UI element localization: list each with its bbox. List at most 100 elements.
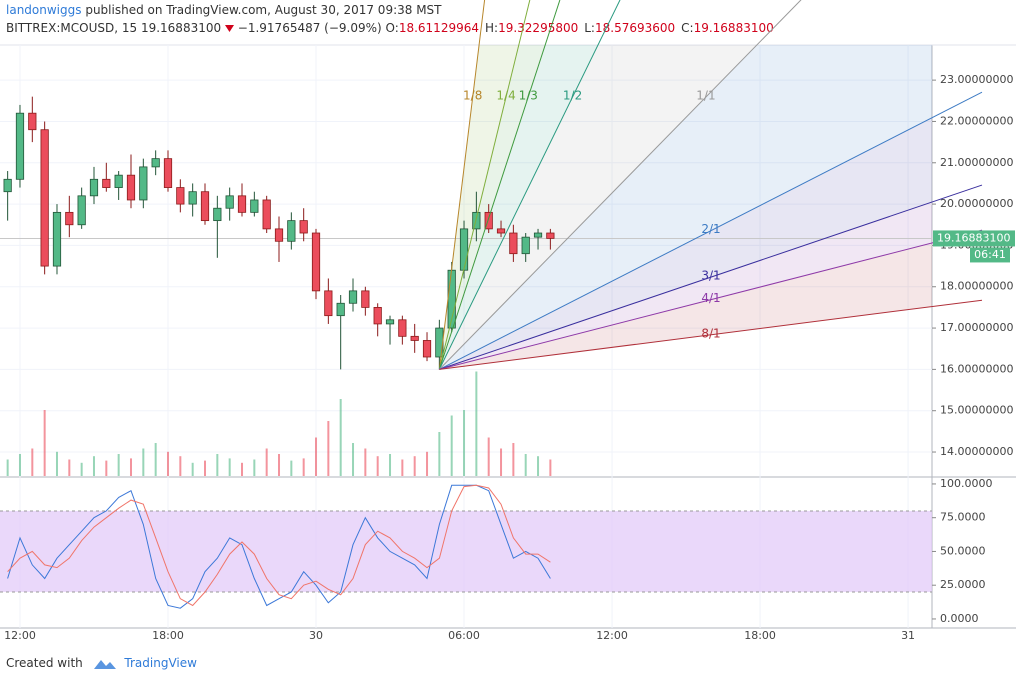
candle-body bbox=[225, 195, 234, 209]
last-price: 19.16883100 bbox=[140, 21, 222, 35]
volume-bar bbox=[191, 462, 194, 476]
fan-line bbox=[438, 0, 531, 370]
volume-bar bbox=[438, 432, 441, 476]
volume-bar bbox=[216, 454, 219, 476]
volume-bar bbox=[253, 459, 256, 476]
change: −1.91765487 (−9.09%) bbox=[237, 21, 382, 35]
y-tick-label: 17.00000000 bbox=[940, 321, 1013, 334]
candle-body bbox=[151, 158, 160, 168]
volume-bar bbox=[450, 415, 453, 476]
volume-bar bbox=[154, 443, 157, 476]
symbol-line: BITTREX:MCOUSD, 15 19.16883100 −1.917654… bbox=[6, 21, 780, 35]
volume-bar bbox=[413, 456, 416, 476]
candle-body bbox=[3, 178, 12, 193]
candle-body bbox=[484, 211, 493, 230]
candle-body bbox=[496, 228, 506, 234]
candle-body bbox=[410, 335, 419, 341]
x-tick-label: 30 bbox=[309, 629, 323, 642]
candle-body bbox=[163, 158, 173, 188]
fan-line bbox=[439, 229, 983, 370]
volume-bar bbox=[352, 443, 355, 476]
candle-body bbox=[102, 178, 111, 188]
price-pane bbox=[0, 45, 932, 476]
volume-bar bbox=[524, 454, 527, 476]
fan-line bbox=[439, 91, 983, 370]
publish-line: landonwiggs published on TradingView.com… bbox=[6, 3, 442, 17]
y-tick-label: 14.00000000 bbox=[940, 445, 1013, 458]
volume-bar bbox=[105, 460, 108, 476]
candle-body bbox=[398, 319, 407, 337]
fan-zone bbox=[439, 45, 757, 370]
volume-bar bbox=[487, 437, 490, 476]
footer-brand[interactable]: TradingView bbox=[124, 656, 197, 670]
volume-bar bbox=[166, 451, 169, 476]
fan-label: 1/1 bbox=[696, 89, 715, 103]
fan-label: 3/1 bbox=[701, 269, 720, 283]
volume-bar bbox=[376, 456, 379, 476]
volume-bar bbox=[315, 437, 318, 476]
down-arrow bbox=[224, 25, 234, 32]
y-tick-label: 75.0000 bbox=[940, 511, 986, 524]
volume-bar bbox=[549, 459, 552, 476]
y-tick-label: 15.00000000 bbox=[940, 404, 1013, 417]
candle-body bbox=[435, 327, 444, 358]
y-tick-label: 18.00000000 bbox=[940, 280, 1013, 293]
volume-bar bbox=[401, 459, 404, 476]
candle-body bbox=[373, 307, 382, 325]
volume-bar bbox=[364, 448, 367, 476]
symbol: BITTREX:MCOUSD, 15 bbox=[6, 21, 138, 35]
price-badge-label: 19.16883100 bbox=[937, 231, 1010, 244]
x-tick-label: 12:00 bbox=[4, 629, 36, 642]
volume-bar bbox=[278, 454, 281, 476]
logo bbox=[93, 659, 116, 669]
candle-body bbox=[311, 232, 321, 292]
x-tick-label: 18:00 bbox=[152, 629, 184, 642]
footer: Created with TradingView bbox=[6, 656, 197, 671]
volume-bar bbox=[68, 459, 71, 476]
candle-body bbox=[188, 191, 197, 205]
candle-body bbox=[77, 195, 86, 226]
fan-label: 2/1 bbox=[701, 222, 720, 236]
y-tick-label: 20.00000000 bbox=[940, 197, 1013, 210]
username[interactable]: landonwiggs bbox=[6, 3, 82, 17]
volume-bar bbox=[389, 454, 392, 476]
fan-label: 1/4 bbox=[496, 89, 515, 103]
volume-bar bbox=[475, 371, 478, 476]
candle-body bbox=[250, 199, 259, 213]
volume-bar bbox=[129, 458, 132, 476]
ohlc-key: O: bbox=[385, 21, 399, 35]
ohlc-value: 18.61129964 bbox=[398, 21, 479, 35]
volume-bar bbox=[43, 410, 46, 476]
volume-bar bbox=[117, 454, 120, 476]
candle-body bbox=[28, 112, 37, 131]
y-tick-label: 23.00000000 bbox=[940, 73, 1013, 86]
candle-body bbox=[348, 290, 358, 304]
candle-body bbox=[533, 232, 543, 238]
fan-zone bbox=[439, 45, 932, 370]
ohlc-key: H: bbox=[485, 21, 499, 35]
fan-label: 8/1 bbox=[701, 326, 720, 340]
candle-body bbox=[89, 178, 99, 197]
published-text: published on TradingView.com, August 30,… bbox=[85, 3, 442, 17]
candle-body bbox=[521, 236, 530, 255]
countdown-label: 06:41 bbox=[974, 248, 1006, 261]
y-tick-label: 50.0000 bbox=[940, 544, 986, 557]
candle-body bbox=[422, 340, 432, 358]
ohlc-value: 19.32295800 bbox=[498, 21, 579, 35]
fan-label: 4/1 bbox=[701, 291, 720, 305]
candle-body bbox=[176, 187, 185, 205]
candle-body bbox=[126, 174, 136, 201]
volume-bar bbox=[265, 448, 268, 476]
y-tick-label: 22.00000000 bbox=[940, 114, 1013, 127]
candle-body bbox=[200, 191, 210, 222]
fan-line bbox=[438, 0, 621, 370]
fan-label: 1/2 bbox=[563, 89, 582, 103]
candle-body bbox=[139, 166, 148, 201]
y-tick-label: 21.00000000 bbox=[940, 156, 1013, 169]
stoch-line bbox=[7, 484, 551, 607]
volume-bar bbox=[500, 448, 503, 476]
volume-bar bbox=[142, 448, 145, 476]
volume-bar bbox=[18, 454, 21, 476]
y-tick-label: 25.0000 bbox=[940, 578, 986, 591]
